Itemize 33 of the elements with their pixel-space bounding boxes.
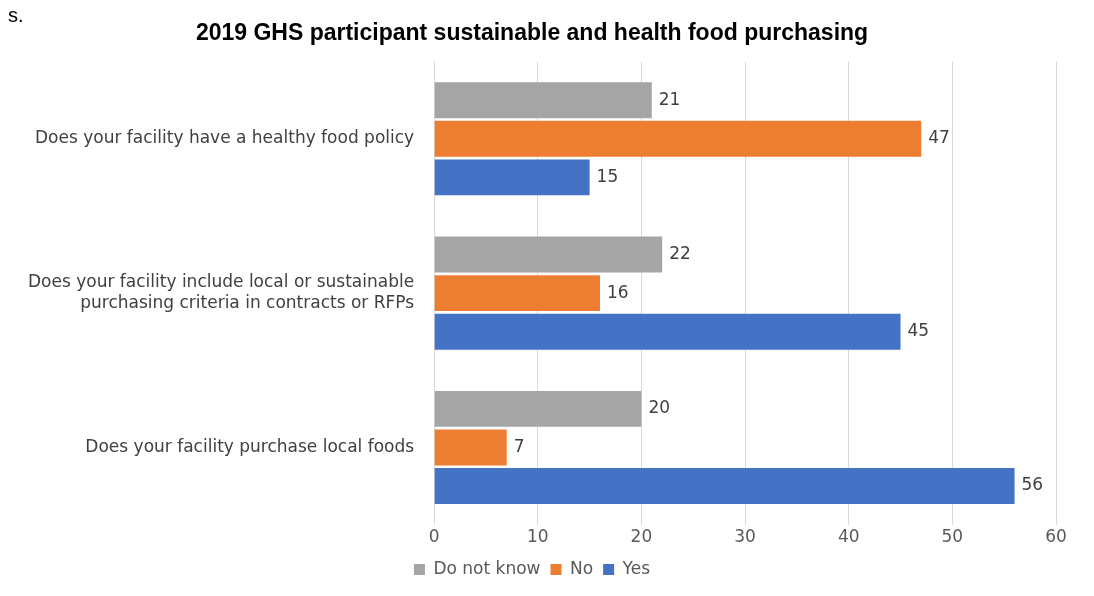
data-label: 56 [1021, 474, 1044, 495]
data-label: 45 [907, 320, 930, 341]
x-tick-label: 40 [837, 526, 860, 547]
y-tick-label: Does your facility have a healthy food policy [35, 127, 415, 148]
bar [434, 82, 652, 119]
chart-title: 2019 GHS participant sustainable and health food purchasing [195, 19, 869, 46]
data-label: 15 [596, 165, 619, 186]
bar [434, 429, 507, 466]
y-tick-label: Does your facility include local or sustainable purchasing criteria in contracts or RFPs [28, 271, 415, 312]
bar [434, 390, 642, 427]
x-tick-label: 30 [734, 526, 756, 547]
legend-label: Do not know [433, 557, 541, 578]
bar [434, 313, 901, 350]
bar [434, 159, 590, 196]
data-label: 16 [606, 281, 629, 302]
legend-label: Yes [621, 557, 651, 578]
x-tick-label: 20 [630, 526, 653, 547]
bar [434, 236, 663, 273]
x-tick-label: 50 [941, 526, 964, 547]
bar [434, 120, 922, 157]
x-tick-label: 10 [526, 526, 549, 547]
data-label: 47 [928, 127, 950, 148]
data-label: 20 [648, 397, 671, 418]
bar [434, 468, 1015, 504]
legend-label: No [570, 557, 594, 578]
data-label: 7 [513, 435, 525, 456]
data-label: 22 [669, 242, 691, 263]
x-tick-label: 0 [428, 526, 440, 547]
data-label: 21 [658, 88, 681, 109]
bar [434, 275, 600, 312]
text: s. [8, 4, 24, 27]
y-tick-label: Does your facility purchase local foods [85, 435, 415, 456]
x-tick-label: 60 [1045, 526, 1067, 547]
